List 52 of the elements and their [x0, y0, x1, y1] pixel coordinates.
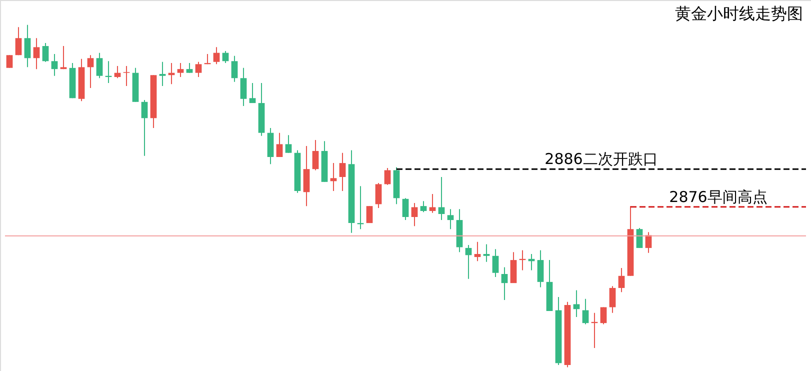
- candlestick: [114, 66, 121, 79]
- candlestick: [33, 38, 40, 70]
- candlestick: [231, 55, 238, 82]
- candlestick: [438, 176, 445, 221]
- candlestick: [483, 244, 490, 262]
- candlestick: [177, 62, 184, 78]
- candlestick: [465, 244, 472, 280]
- candlestick: [285, 134, 292, 154]
- candlestick: [420, 200, 427, 213]
- candlestick: [411, 202, 418, 227]
- candlestick: [213, 46, 220, 65]
- candlestick: [510, 252, 517, 284]
- candlestick: [429, 193, 436, 214]
- candlestick: [573, 290, 580, 318]
- candlestick: [51, 53, 58, 76]
- candlestick: [375, 182, 382, 208]
- candlestick: [240, 67, 247, 107]
- candlestick: [618, 267, 625, 293]
- candlestick: [600, 306, 607, 325]
- candlestick: [123, 66, 130, 87]
- candlestick: [312, 140, 319, 171]
- candlestick: [42, 42, 49, 62]
- candlestick: [537, 250, 544, 288]
- ref-line-label: 2876早间高点: [669, 188, 768, 206]
- candlestick: [447, 208, 454, 230]
- candlestick: [474, 241, 481, 262]
- candlestick: [249, 82, 256, 104]
- ref-line-label: 2886二次开跌口: [544, 150, 658, 168]
- candlestick: [87, 54, 94, 88]
- candlestick: [303, 146, 310, 207]
- candlestick: [186, 62, 193, 74]
- candlestick: [195, 61, 202, 78]
- candlestick: [402, 198, 409, 221]
- candlestick: [366, 206, 373, 224]
- candlestick: [609, 286, 616, 314]
- candlestick: [222, 50, 229, 64]
- candlestick: [141, 100, 148, 156]
- candlestick: [6, 54, 13, 68]
- candlestick: [636, 227, 643, 248]
- candlestick: [96, 52, 103, 79]
- candlestick: [339, 152, 346, 192]
- candlestick: [384, 167, 391, 186]
- candlestick: [24, 24, 31, 68]
- candlestick: [276, 132, 283, 158]
- candlestick: [492, 248, 499, 278]
- candlestick: [582, 298, 589, 325]
- candlestick: [501, 266, 508, 301]
- candlestick: [15, 26, 22, 56]
- candlestick: [330, 162, 337, 192]
- candlestick: [159, 61, 166, 87]
- candlestick: [60, 46, 67, 70]
- chart-title: 黄金小时线走势图: [675, 4, 803, 23]
